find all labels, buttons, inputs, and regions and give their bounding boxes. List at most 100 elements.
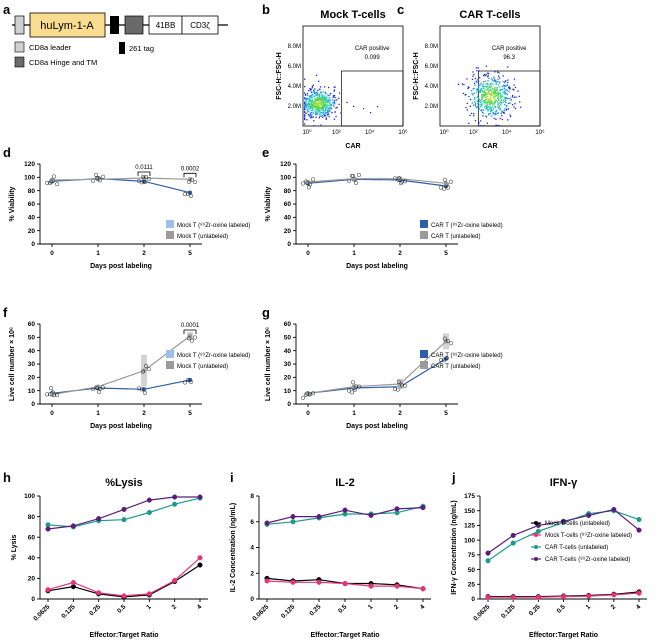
y-tick-label: 75	[468, 552, 476, 559]
flow-event-dot	[497, 96, 500, 99]
replicate-point	[402, 383, 408, 389]
flow-event-dot	[500, 112, 502, 115]
flow-event-dot	[494, 97, 496, 99]
legend-label: CAR T (unlabeled)	[431, 234, 480, 240]
flow-event-dot	[482, 109, 485, 111]
flow-event-dot	[329, 110, 331, 112]
data-point	[197, 562, 203, 568]
flow-event-dot	[313, 106, 316, 109]
x-tick-label: 5	[444, 410, 448, 417]
flow-event-dot	[490, 109, 493, 111]
flow-event-dot	[483, 90, 486, 93]
flow-event-dot	[491, 87, 493, 90]
data-point	[368, 512, 374, 518]
flow-event-dot	[496, 113, 498, 115]
flow-event-dot	[312, 104, 314, 107]
flow-event-dot	[326, 96, 328, 98]
flow-event-dot	[307, 104, 309, 106]
p-value-label: 0.0001	[181, 323, 200, 329]
data-point	[187, 190, 193, 195]
flow-event-dot	[316, 106, 318, 108]
flow-event-dot	[314, 106, 316, 108]
data-point	[636, 527, 642, 533]
flow-event-dot	[316, 107, 319, 109]
flow-event-dot	[304, 111, 306, 114]
flow-event-dot	[492, 90, 494, 93]
data-point	[146, 591, 152, 597]
flow-event-dot	[309, 88, 311, 90]
replicate-point	[186, 179, 192, 185]
flow-event-dot	[327, 111, 329, 114]
x-tick-label: 0.25	[88, 603, 102, 617]
flow-event-dot	[499, 108, 502, 110]
flow-event-dot	[491, 90, 493, 92]
flow-event-dot	[318, 80, 320, 83]
flow-event-dot	[480, 82, 482, 84]
x-axis-label: Days post labeling	[346, 263, 408, 270]
flow-event-dot	[346, 101, 348, 104]
flow-event-dot	[474, 103, 476, 106]
flow-event-dot	[488, 93, 491, 95]
replicate-point	[349, 390, 355, 395]
flow-event-dot	[507, 79, 509, 81]
flow-event-dot	[474, 84, 476, 86]
flow-event-dot	[326, 102, 328, 104]
flow-event-dot	[478, 98, 480, 100]
x-tick-label: 1	[145, 603, 153, 611]
flow-event-dot	[509, 114, 511, 116]
flow-event-dot	[500, 96, 503, 98]
flow-event-dot	[486, 101, 488, 104]
data-point	[636, 516, 642, 523]
y-tick-label: 4.0M	[425, 84, 438, 90]
flow-event-dot	[307, 102, 310, 105]
legend-tag-label: 261 tag	[129, 44, 154, 53]
data-point	[290, 579, 296, 585]
flow-event-dot	[328, 115, 330, 118]
flow-event-dot	[308, 107, 310, 110]
flow-event-dot	[322, 103, 324, 106]
legend-label: CAR T-cells (⁸⁹Zr-oxine labeled)	[545, 556, 630, 563]
flow-event-dot	[493, 91, 495, 93]
replicate-point	[44, 392, 50, 397]
flow-event-dot	[304, 123, 306, 125]
flow-event-dot	[498, 125, 501, 127]
flow-event-dot	[476, 103, 479, 105]
x-axis-label: Effector:Target Ratio	[310, 632, 379, 639]
flow-event-dot	[309, 116, 312, 119]
flow-event-dot	[499, 117, 501, 120]
flow-event-dot	[496, 86, 499, 89]
y-tick-label: 40	[284, 215, 292, 222]
flow-event-dot	[328, 105, 331, 107]
flow-event-dot	[334, 99, 336, 102]
flow-event-dot	[489, 92, 491, 95]
flow-event-dot	[483, 101, 485, 103]
hinge-segment	[124, 15, 144, 35]
x-tick-label: 5	[188, 410, 192, 417]
flow-event-dot	[491, 106, 494, 108]
flow-event-dot	[320, 103, 322, 106]
x-tick-label: 0.5	[556, 603, 568, 615]
y-tick-label: 120	[280, 161, 291, 168]
flow-event-dot	[317, 102, 319, 104]
x-tick-label: 10⁴	[502, 129, 512, 136]
flow-event-dot	[486, 104, 489, 106]
replicate-point	[441, 186, 447, 191]
flow-event-dot	[487, 83, 489, 86]
flow-event-dot	[314, 88, 316, 90]
flow-event-dot	[316, 109, 318, 111]
p-value-label: 0.0002	[181, 166, 200, 172]
flow-event-dot	[477, 87, 479, 90]
flow-event-dot	[478, 122, 480, 124]
flow-event-dot	[476, 89, 479, 91]
legend-hinge-label: CD8a Hinge and TM	[29, 58, 97, 67]
flow-event-dot	[318, 107, 321, 110]
flow-event-dot	[503, 85, 505, 88]
data-point	[342, 507, 348, 513]
replicate-point	[146, 367, 152, 372]
replicate-point	[143, 363, 149, 368]
flow-event-dot	[482, 74, 485, 77]
flow-event-dot	[325, 99, 327, 101]
replicate-point	[310, 391, 316, 396]
flow-event-dot	[304, 116, 306, 118]
legend-swatch	[420, 220, 428, 228]
